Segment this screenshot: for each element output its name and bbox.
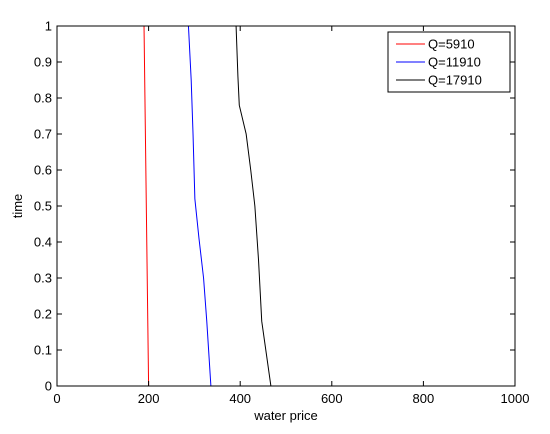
y-tick-label: 0.7 bbox=[34, 127, 52, 142]
legend-entry-2: Q=11910 bbox=[428, 55, 481, 70]
y-axis-label: time bbox=[10, 194, 25, 219]
x-tick-label: 0 bbox=[53, 391, 60, 406]
x-tick-label: 800 bbox=[413, 391, 435, 406]
y-tick-label: 0.2 bbox=[34, 307, 52, 322]
y-tick-label: 0.9 bbox=[34, 55, 52, 70]
x-tick-label: 400 bbox=[229, 391, 251, 406]
x-tick-label: 200 bbox=[138, 391, 160, 406]
y-tick-label: 1 bbox=[45, 19, 52, 34]
ticks-layer bbox=[56, 25, 516, 387]
y-tick-label: 0.4 bbox=[34, 235, 52, 250]
series-layer bbox=[143, 25, 272, 387]
legend-entry-3: Q=17910 bbox=[428, 73, 482, 88]
y-tick-label: 0.8 bbox=[34, 91, 52, 106]
series-line-3 bbox=[235, 25, 272, 387]
y-tick-label: 0 bbox=[45, 379, 52, 394]
series-line-1 bbox=[143, 25, 150, 387]
x-tick-label: 1000 bbox=[501, 391, 530, 406]
legend: Q=5910 Q=11910 Q=17910 bbox=[387, 31, 511, 93]
legend-entry-1: Q=5910 bbox=[428, 37, 475, 52]
x-tick-label: 600 bbox=[321, 391, 343, 406]
x-axis-label: water price bbox=[253, 408, 318, 423]
y-tick-label: 0.6 bbox=[34, 163, 52, 178]
series-line-2 bbox=[187, 25, 212, 387]
y-tick-label: 0.3 bbox=[34, 271, 52, 286]
y-tick-label: 0.1 bbox=[34, 343, 52, 358]
tick-labels-layer: 0 200 400 600 800 1000 0 0.1 0.2 0.3 0.4 0.5 0.6 0.7 0… bbox=[34, 19, 530, 407]
y-tick-label: 0.5 bbox=[34, 199, 52, 214]
